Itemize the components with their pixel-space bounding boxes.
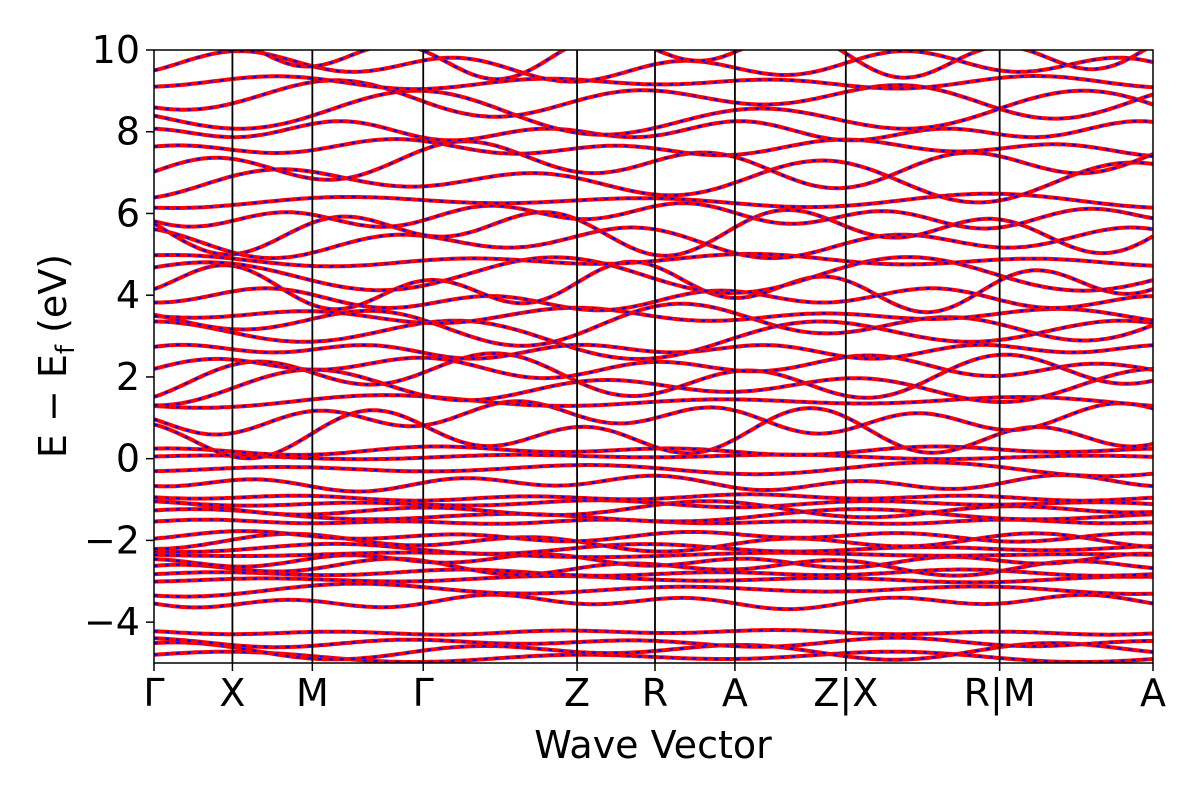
x-axis: Γ X M Γ Z R A Z|X R|M A: [143, 663, 1166, 716]
y-tick-label: 10: [92, 28, 140, 72]
band-line-blue-dashed: [154, 499, 1153, 509]
plot-frame: [153, 49, 1154, 664]
band-line-blue-dashed: [154, 551, 1153, 559]
band-line-blue-dashed: [154, 120, 1153, 142]
band-line-blue-dashed: [154, 74, 1153, 91]
kpoint-label: X: [219, 671, 245, 715]
band-line-blue-dashed: [154, 406, 1153, 460]
band-line-red: [154, 137, 1153, 159]
band-line-blue-dashed: [154, 192, 1153, 210]
band-line-blue-dashed: [154, 542, 1153, 555]
band-line-blue-dashed: [154, 260, 1153, 314]
band-line-blue-dashed: [154, 508, 1153, 523]
y-tick-label: 4: [116, 273, 140, 317]
band-line-red: [154, 119, 1153, 143]
band-line-blue-dashed: [154, 593, 1153, 611]
band-line-blue-dashed: [154, 201, 1153, 230]
y-tick-label: −4: [84, 600, 140, 644]
band-line-blue-dashed: [154, 574, 1153, 584]
band-line-blue-dashed: [154, 453, 1153, 461]
band-line-blue-dashed: [154, 582, 1153, 598]
band-line-red: [154, 581, 1153, 599]
y-tick-label: 8: [116, 110, 140, 154]
band-line-red: [154, 399, 1153, 437]
band-line-blue-dashed: [154, 319, 1153, 361]
kpoint-label: Z|X: [813, 671, 878, 716]
band-line-blue-dashed: [154, 641, 1153, 661]
band-line-blue-dashed: [154, 445, 1153, 456]
band-line-red: [154, 259, 1153, 315]
band-line-blue-dashed: [154, 343, 1153, 360]
band-line-blue-dashed: [154, 352, 1153, 399]
band-line-blue-dashed: [154, 256, 1153, 295]
y-axis: 10 8 6 4 2 0 −2 −4: [84, 28, 154, 644]
band-line-blue-dashed: [154, 287, 1153, 312]
band-line-blue-dashed: [154, 568, 1153, 577]
band-line-blue-dashed: [154, 138, 1153, 158]
band-line-blue-dashed: [154, 394, 1153, 409]
kpoint-label: Z: [564, 671, 590, 715]
band-line-blue-dashed: [154, 252, 1153, 268]
band-line-blue-dashed: [154, 461, 1153, 478]
band-line-blue-dashed: [154, 530, 1153, 543]
kpoint-label: R|M: [964, 671, 1036, 716]
band-line-blue-dashed: [154, 208, 1153, 257]
band-line-blue-dashed: [154, 518, 1153, 525]
y-axis-title-unit: (eV): [31, 254, 75, 345]
y-axis-title-subscript: f: [51, 344, 81, 354]
y-tick-label: −2: [84, 518, 140, 562]
band-line-red: [154, 301, 1153, 348]
band-line-blue-dashed: [154, 354, 1153, 380]
x-axis-title: Wave Vector: [534, 723, 772, 767]
band-line-blue-dashed: [154, 306, 1153, 325]
band-line-blue-dashed: [154, 557, 1153, 577]
band-line-blue-dashed: [154, 79, 1153, 120]
y-axis-title: E − Ef (eV): [31, 254, 81, 458]
y-tick-label: 6: [116, 191, 140, 235]
band-line-blue-dashed: [154, 159, 1153, 204]
band-line-blue-dashed: [154, 636, 1153, 649]
band-line-blue-dashed: [255, 50, 1147, 81]
kpoint-label: Γ: [143, 671, 164, 715]
kpoint-separators: [231, 50, 1001, 663]
band-line-red: [154, 592, 1153, 612]
y-tick-label: 0: [116, 437, 140, 481]
kpoint-label: Γ: [413, 671, 434, 715]
band-line-blue-dashed: [154, 140, 1153, 190]
kpoint-label: M: [296, 671, 329, 715]
band-line-blue-dashed: [154, 628, 1153, 636]
y-axis-title-main: E − E: [31, 354, 75, 458]
band-line-blue-dashed: [154, 493, 1153, 502]
band-line-red: [154, 158, 1153, 205]
band-line-blue-dashed: [154, 650, 1153, 663]
band-line-blue-dashed: [154, 50, 1153, 83]
band-line-blue-dashed: [154, 226, 1153, 260]
bands-layer: [154, 50, 1153, 663]
kpoint-label: A: [1140, 671, 1166, 715]
band-line-blue-dashed: [154, 552, 1153, 569]
band-line-red: [154, 473, 1153, 494]
band-line-blue-dashed: [154, 500, 1153, 519]
kpoint-label: R: [642, 671, 668, 715]
y-tick-label: 2: [116, 355, 140, 399]
band-line-blue-dashed: [154, 474, 1153, 493]
kpoint-label: A: [722, 671, 748, 715]
band-line-blue-dashed: [154, 367, 1153, 407]
band-line-red: [154, 88, 1153, 137]
